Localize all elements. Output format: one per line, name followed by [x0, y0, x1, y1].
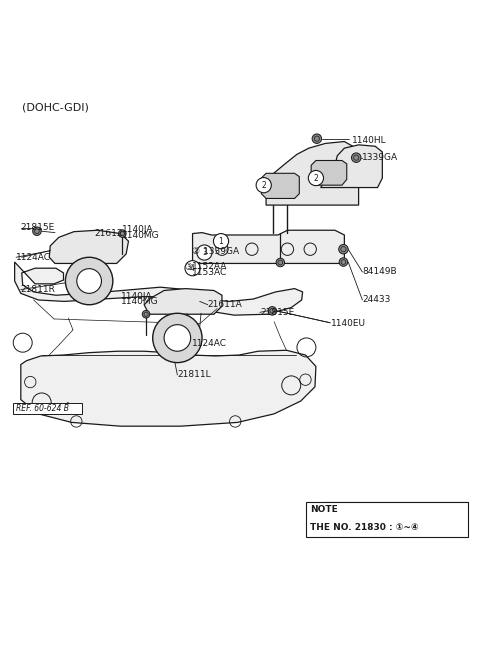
Circle shape — [312, 134, 322, 143]
Text: 21815E: 21815E — [21, 223, 55, 233]
Circle shape — [153, 313, 202, 363]
Text: (DOHC-GDI): (DOHC-GDI) — [22, 102, 89, 112]
Circle shape — [142, 310, 150, 318]
Circle shape — [185, 261, 200, 276]
Text: 1124AC: 1124AC — [16, 253, 51, 262]
Bar — [306, 502, 468, 537]
Circle shape — [339, 244, 348, 254]
Bar — [13, 403, 82, 414]
Circle shape — [197, 245, 212, 260]
Text: REF. 60-624 B: REF. 60-624 B — [16, 403, 69, 413]
Text: ③: ③ — [184, 263, 192, 272]
Polygon shape — [261, 174, 300, 198]
Text: NOTE: NOTE — [310, 505, 338, 514]
Text: 21611A: 21611A — [208, 300, 242, 309]
Text: 1140JA: 1140JA — [121, 291, 153, 301]
Text: 21815E: 21815E — [260, 308, 294, 317]
Polygon shape — [144, 289, 222, 314]
Circle shape — [256, 178, 271, 193]
Text: 1140HL: 1140HL — [351, 136, 386, 145]
Text: 1140MG: 1140MG — [122, 231, 160, 240]
Text: 1140MG: 1140MG — [121, 297, 159, 307]
Text: 21811L: 21811L — [178, 371, 211, 379]
Polygon shape — [49, 231, 129, 263]
Text: 4: 4 — [190, 264, 195, 272]
Polygon shape — [321, 145, 383, 187]
Circle shape — [276, 258, 285, 267]
Text: 2: 2 — [313, 174, 318, 183]
Text: 1339GA: 1339GA — [362, 153, 398, 162]
Text: 1: 1 — [219, 236, 223, 246]
Polygon shape — [21, 350, 316, 426]
Text: 21612: 21612 — [94, 229, 122, 238]
Circle shape — [339, 258, 348, 267]
Text: 24433: 24433 — [362, 295, 391, 305]
Circle shape — [119, 230, 126, 237]
Circle shape — [268, 307, 276, 315]
Text: 3: 3 — [202, 248, 207, 257]
Circle shape — [33, 227, 41, 235]
Circle shape — [214, 234, 228, 249]
Text: 1152AA: 1152AA — [192, 262, 227, 271]
Circle shape — [308, 170, 324, 185]
Polygon shape — [266, 141, 359, 205]
Text: 1140EU: 1140EU — [331, 319, 366, 328]
Polygon shape — [14, 262, 302, 315]
Text: 1153AC: 1153AC — [192, 268, 227, 277]
Text: 1124AC: 1124AC — [192, 339, 227, 348]
Circle shape — [164, 325, 191, 351]
Circle shape — [351, 153, 361, 162]
Text: 2: 2 — [261, 181, 266, 190]
Text: ② 1339GA: ② 1339GA — [192, 247, 239, 256]
Circle shape — [65, 257, 113, 305]
Polygon shape — [311, 160, 347, 185]
Text: 84149B: 84149B — [362, 267, 397, 276]
Text: 21811R: 21811R — [21, 285, 56, 294]
Text: 1140JA: 1140JA — [122, 225, 154, 234]
Text: THE NO. 21830 : ①~④: THE NO. 21830 : ①~④ — [310, 523, 419, 533]
Polygon shape — [192, 231, 344, 263]
Circle shape — [77, 269, 101, 293]
